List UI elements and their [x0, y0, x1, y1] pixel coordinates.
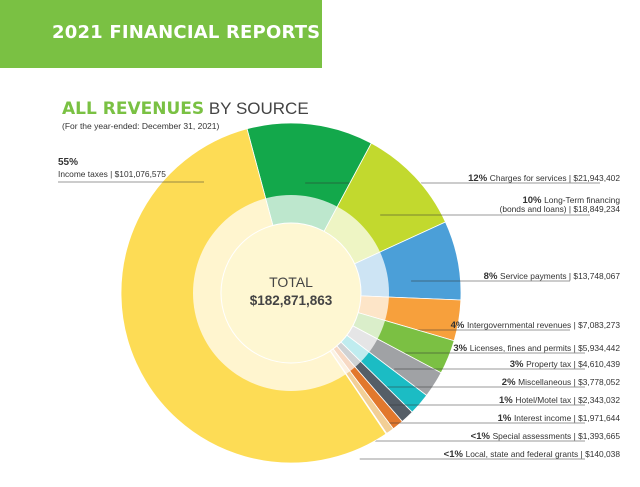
slice-category: Special assessments — [493, 431, 572, 441]
slice-percent: <1% — [471, 431, 493, 442]
slice-category: Service payments — [500, 271, 567, 281]
slice-amount: | $21,943,402 — [567, 173, 621, 183]
slice-category: Intergovernmental revenues — [467, 320, 571, 330]
slice-label: <1% Local, state and federal grants | $1… — [444, 449, 621, 460]
chart-subtitle: (For the year-ended: December 31, 2021) — [62, 121, 220, 131]
slice-category: Property tax — [526, 359, 572, 369]
slice-percent: 3% — [510, 359, 526, 370]
slice-percent: 3% — [453, 343, 469, 354]
slice-amount: | $1,393,665 — [571, 431, 620, 441]
slice-label: 10% Long-Term financing — [522, 195, 620, 206]
slice-category: Charges for services — [490, 173, 567, 183]
slice-percent: 55% — [58, 157, 78, 168]
chart-title: ALL REVENUES BY SOURCE — [62, 99, 309, 119]
slice-category: Licenses, fines and permits — [470, 343, 571, 353]
slice-amount: | $13,748,067 — [567, 271, 621, 281]
slice-amount: | $1,971,644 — [571, 413, 620, 423]
slice-label: <1% Special assessments | $1,393,665 — [471, 431, 621, 442]
slice-label: 4% Intergovernmental revenues | $7,083,2… — [451, 320, 621, 331]
slice-amount: | $2,343,032 — [571, 395, 620, 405]
center-total-value: $182,871,863 — [250, 293, 333, 308]
slice-label: 3% Licenses, fines and permits | $5,934,… — [453, 343, 620, 354]
slice-category: Hotel/Motel tax — [515, 395, 572, 405]
slice-amount: | $5,934,442 — [571, 343, 620, 353]
slice-percent: 1% — [499, 395, 515, 406]
slice-percent: 12% — [468, 173, 490, 184]
slice-percent: 8% — [484, 271, 500, 282]
slice-category: Interest income — [514, 413, 572, 423]
slice-amount: | $18,849,234 — [567, 204, 621, 214]
slice-label-line2: (bonds and loans) | $18,849,234 — [500, 204, 621, 214]
slice-label: 2% Miscellaneous | $3,778,052 — [502, 377, 621, 388]
chart-title-suffix: BY SOURCE — [208, 99, 309, 118]
slice-amount: | $3,778,052 — [571, 377, 620, 387]
center-total-label: TOTAL — [269, 274, 313, 290]
slice-label: 12% Charges for services | $21,943,402 — [468, 173, 620, 184]
slice-amount: | $140,038 — [578, 449, 620, 459]
slice-amount: | $7,083,273 — [571, 320, 620, 330]
slice-amount: | $4,610,439 — [571, 359, 620, 369]
center-disc — [220, 222, 362, 364]
slice-percent: <1% — [444, 449, 466, 460]
slice-percent: 10% — [522, 195, 544, 206]
slice-label: 8% Service payments | $13,748,067 — [484, 271, 621, 282]
slice-percent: 4% — [451, 320, 467, 331]
slice-category: Long-Term financing — [544, 195, 620, 205]
slice-percent: 1% — [498, 413, 514, 424]
slice-label: 3% Property tax | $4,610,439 — [510, 359, 621, 370]
slice-label: Income taxes | $101,076,575 — [58, 169, 166, 179]
slice-label: 1% Hotel/Motel tax | $2,343,032 — [499, 395, 620, 406]
page-title: 2021 FINANCIAL REPORTS — [52, 22, 321, 43]
slice-category: Local, state and federal grants — [466, 449, 579, 459]
header-band — [0, 0, 322, 68]
slice-category: Miscellaneous — [518, 377, 571, 387]
slice-category-cont: (bonds and loans) — [500, 204, 567, 214]
chart-title-strong: ALL REVENUES — [62, 99, 205, 119]
slice-percent: 2% — [502, 377, 518, 388]
slice-label: 1% Interest income | $1,971,644 — [498, 413, 621, 424]
